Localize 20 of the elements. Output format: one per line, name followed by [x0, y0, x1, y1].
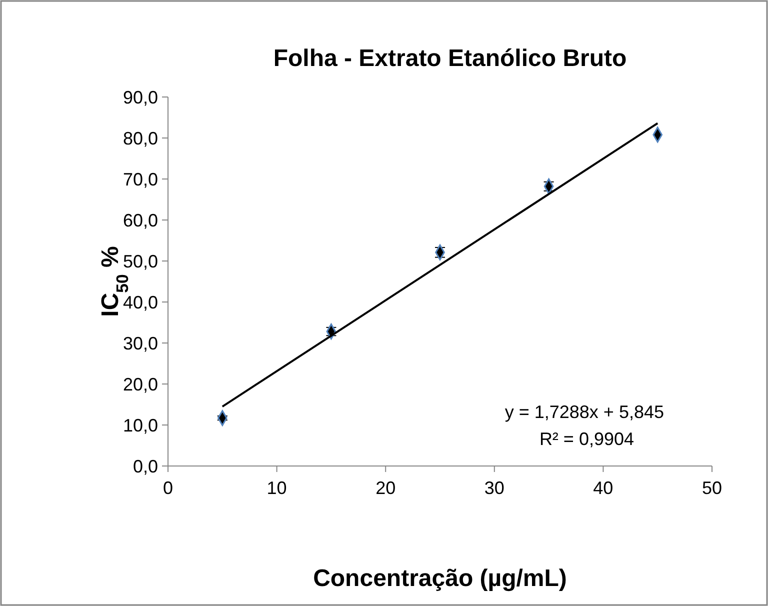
x-tick-label: 30 — [484, 478, 504, 498]
y-tick-label: 60,0 — [122, 210, 158, 230]
y-tick-label: 80,0 — [122, 128, 158, 148]
x-tick-label: 40 — [593, 478, 614, 498]
x-tick-label: 20 — [376, 478, 396, 498]
y-tick-label: 50,0 — [122, 251, 158, 272]
x-tick-label: 50 — [702, 478, 722, 498]
x-tick-label: 0 — [162, 478, 174, 498]
y-tick-label: 0,0 — [132, 456, 158, 476]
y-tick-label: 90,0 — [122, 87, 158, 108]
y-tick-label: 70,0 — [122, 169, 158, 190]
y-tick-label: 30,0 — [122, 333, 158, 354]
x-axis-title: Concentração (µg/mL) — [313, 565, 567, 592]
y-tick-label: 10,0 — [122, 415, 158, 436]
chart-title: Folha - Extrato Etanólico Bruto — [273, 45, 627, 72]
annotation: R² = 0,9904 — [539, 429, 634, 449]
annotation: y = 1,7288x + 5,845 — [504, 402, 664, 422]
y-tick-label: 20,0 — [122, 374, 158, 394]
x-tick-label: 10 — [266, 478, 287, 498]
y-tick-label: 40,0 — [122, 292, 158, 312]
